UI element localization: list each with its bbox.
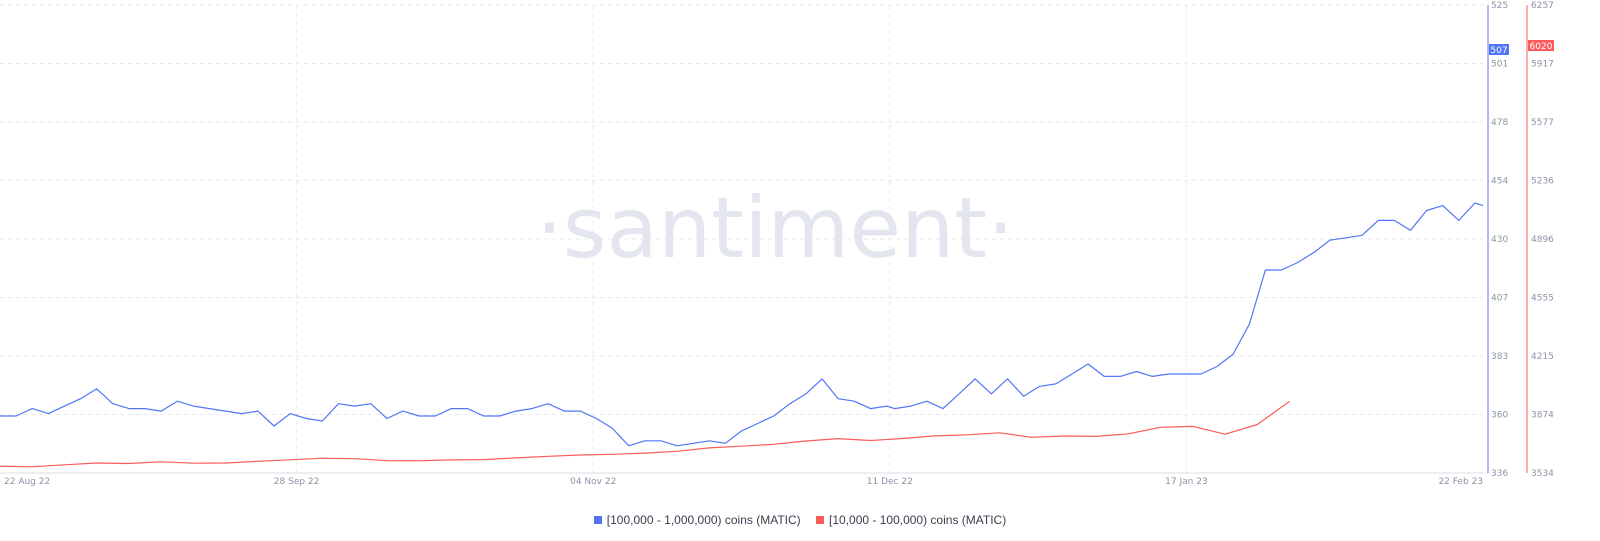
legend-item-red[interactable]: [10,000 - 100,000) coins (MATIC) — [816, 513, 1006, 527]
y-left-tick-label: 360 — [1491, 411, 1508, 421]
legend-item-blue[interactable]: [100,000 - 1,000,000) coins (MATIC) — [593, 513, 801, 527]
y-left-tick-label: 430 — [1491, 235, 1508, 245]
y-left-tick-label: 501 — [1491, 60, 1508, 70]
y-left-tick-label: 383 — [1491, 352, 1508, 362]
y-left-tick-label: 407 — [1491, 294, 1508, 304]
y-left-tick-label: 454 — [1491, 177, 1508, 187]
x-tick-label: 22 Aug 22 — [4, 477, 50, 487]
y-right-tick-label: 4555 — [1531, 294, 1554, 304]
x-tick-label: 28 Sep 22 — [274, 477, 320, 487]
badge-red-bg — [1528, 40, 1554, 51]
y-right-tick-label: 4896 — [1531, 235, 1554, 245]
axes: 525 501 478 454 430 407 383 360 336 6257 5917 5577 5… — [0, 1, 1554, 487]
y-right-tick-label: 6257 — [1531, 1, 1554, 11]
y-right-tick-label: 5236 — [1531, 177, 1554, 187]
legend-label-blue: [100,000 - 1,000,000) coins (MATIC) — [606, 513, 801, 527]
badge-blue-value: 507 — [1490, 46, 1507, 56]
y-left-tick-label: 478 — [1491, 118, 1508, 128]
x-tick-label: 22 Feb 23 — [1438, 477, 1483, 487]
legend: [100,000 - 1,000,000) coins (MATIC) [10,… — [0, 513, 1600, 527]
y-right-tick-label: 3534 — [1531, 469, 1554, 479]
watermark: ·santiment· — [536, 179, 1014, 277]
y-left-tick-label: 525 — [1491, 1, 1508, 11]
value-badges: 507 6020 — [1489, 40, 1554, 56]
legend-swatch-red — [816, 516, 825, 524]
y-left-tick-label: 336 — [1491, 469, 1508, 479]
x-tick-label: 11 Dec 22 — [867, 477, 913, 487]
badge-blue-bg — [1489, 44, 1509, 55]
badge-red-value: 6020 — [1530, 42, 1553, 52]
y-right-tick-label: 5917 — [1531, 60, 1554, 70]
y-right-tick-label: 5577 — [1531, 118, 1554, 128]
y-right-tick-label: 4215 — [1531, 352, 1554, 362]
series-line-blue — [0, 202, 1484, 447]
y-right-tick-label: 3874 — [1531, 411, 1554, 421]
legend-swatch-blue — [593, 516, 602, 524]
x-tick-label: 17 Jan 23 — [1165, 477, 1208, 487]
legend-label-red: [10,000 - 100,000) coins (MATIC) — [829, 513, 1007, 527]
grid-lines — [0, 4, 1483, 474]
series-line-red — [0, 400, 1290, 468]
series-lines — [0, 202, 1484, 468]
x-tick-label: 04 Nov 22 — [570, 477, 616, 487]
